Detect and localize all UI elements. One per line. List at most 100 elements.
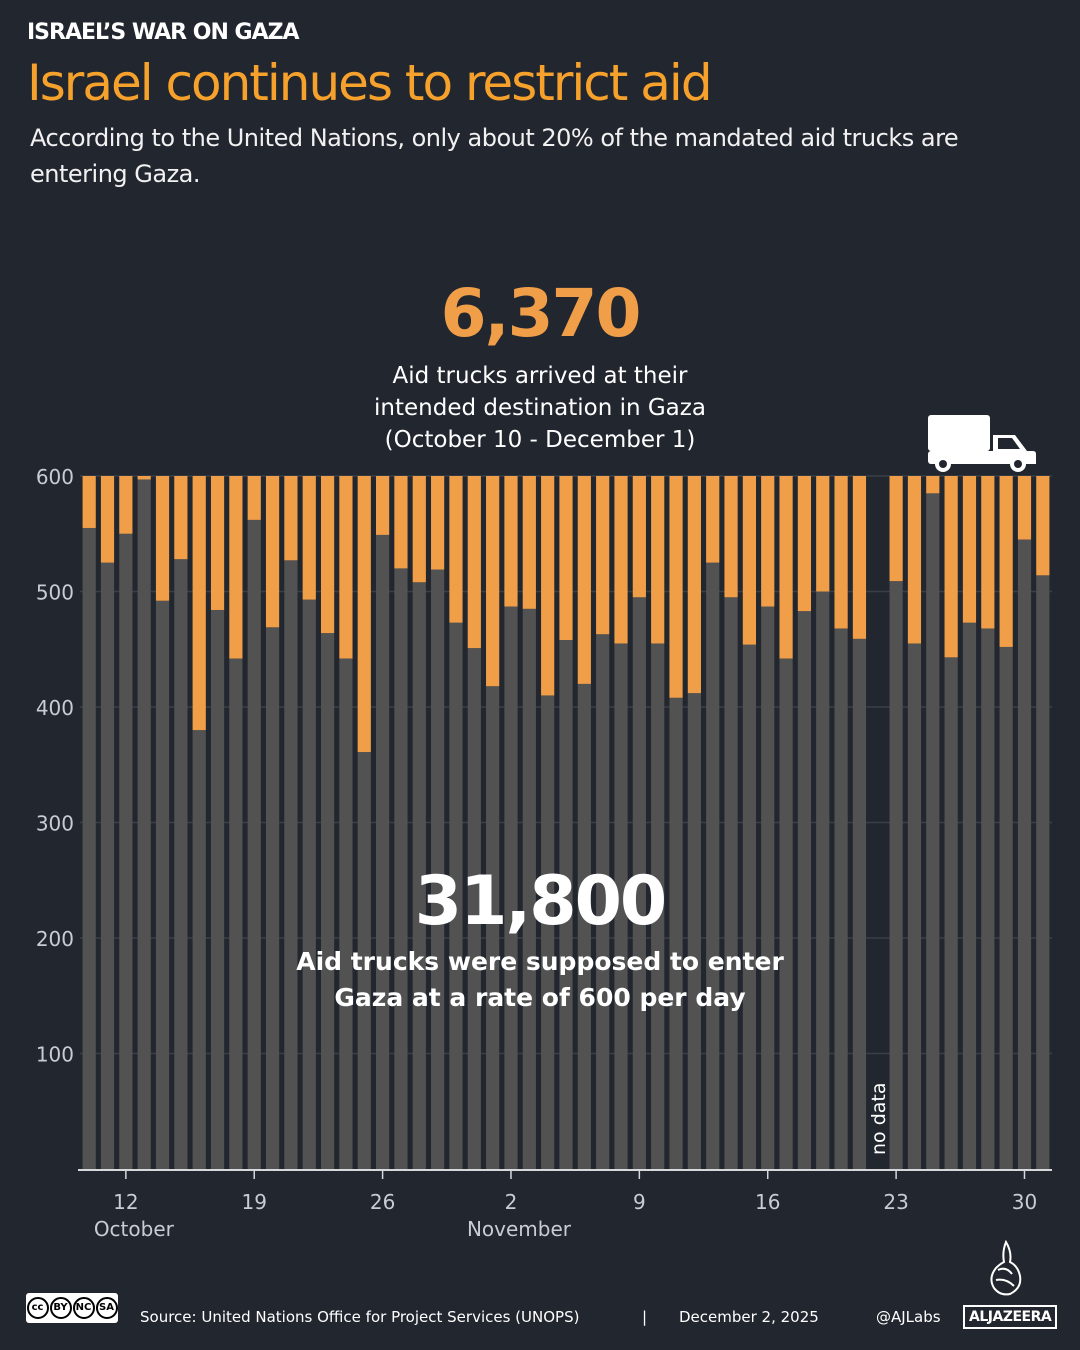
creative-commons-badge: cc BY NC SA [26, 1293, 118, 1323]
social-handle: @AJLabs [876, 1308, 941, 1326]
y-tick-label: 400 [36, 696, 74, 720]
bar-shortfall [632, 476, 646, 598]
bar-arrived [816, 591, 830, 1169]
arrived-total: 6,370 [440, 275, 642, 352]
bar-shortfall [852, 476, 867, 639]
bar-arrived [284, 560, 298, 1169]
bar-arrived [1036, 575, 1050, 1169]
bar-arrived [632, 597, 646, 1169]
bar-shortfall [357, 476, 371, 753]
bar-shortfall [265, 476, 280, 628]
y-axis: 100 200 300 400 500 600 [36, 465, 74, 1067]
bar-shortfall [486, 476, 500, 687]
bar-arrived [412, 582, 426, 1169]
arrived-caption-line: (October 10 - December 1) [384, 427, 696, 453]
cc-sa-icon: SA [95, 1297, 118, 1319]
subtitle: According to the United Nations, only ab… [30, 124, 959, 188]
bar-arrived [100, 562, 115, 1169]
x-tick-label: 26 [370, 1190, 395, 1214]
bar-shortfall [431, 476, 445, 570]
bar-arrived [779, 658, 793, 1169]
bar-shortfall [504, 476, 518, 607]
bar-shortfall [467, 476, 481, 649]
bar-shortfall [687, 476, 701, 694]
bar-arrived [687, 693, 701, 1169]
x-tick-label: 23 [883, 1190, 908, 1214]
bar-shortfall [944, 476, 958, 658]
bar-shortfall [559, 476, 573, 641]
bar-shortfall [320, 476, 335, 634]
cc-icon: cc [26, 1297, 49, 1319]
bar-arrived [926, 493, 940, 1169]
x-tick-label: 2 [505, 1190, 518, 1214]
y-tick-label: 600 [36, 465, 74, 489]
bar-arrived [247, 519, 261, 1169]
bar-shortfall [394, 476, 408, 569]
cc-by-icon: BY [49, 1297, 72, 1319]
bar-shortfall [522, 476, 536, 609]
bar-arrived [907, 643, 922, 1169]
bar-shortfall [889, 476, 903, 582]
y-tick-label: 500 [36, 581, 74, 605]
source-note: Source: United Nations Office for Projec… [140, 1308, 580, 1326]
publish-date: December 2, 2025 [679, 1308, 819, 1326]
bar-arrived [486, 686, 500, 1169]
bar-arrived [706, 562, 720, 1169]
bar-shortfall [962, 476, 977, 623]
bar-shortfall [449, 476, 463, 623]
bar-arrived [229, 658, 243, 1169]
bar-shortfall [302, 476, 316, 600]
page-title: Israel continues to restrict aid [27, 54, 713, 112]
bar-arrived [394, 568, 408, 1169]
bar-arrived [944, 657, 958, 1169]
bar-shortfall [284, 476, 298, 561]
bar-arrived [596, 634, 610, 1169]
bar-shortfall [651, 476, 665, 644]
bar-shortfall [229, 476, 243, 659]
bar-arrived [724, 597, 738, 1169]
bar-shortfall [1036, 476, 1050, 576]
bars: no data [82, 476, 1050, 1170]
bar-arrived [852, 638, 867, 1169]
bar-arrived [669, 697, 683, 1169]
bar-arrived [889, 581, 903, 1169]
bar-shortfall [210, 476, 225, 610]
bar-arrived [559, 640, 573, 1169]
bar-shortfall [1017, 476, 1032, 540]
bar-shortfall [174, 476, 188, 560]
bar-shortfall [155, 476, 170, 601]
bar-arrived [339, 658, 353, 1169]
truck-icon [928, 415, 1036, 472]
x-axis: 12 October 19 26 2 November 9 16 23 30 [78, 1169, 1052, 1241]
bar-shortfall [596, 476, 610, 635]
bar-shortfall [412, 476, 426, 583]
x-tick-label: 16 [755, 1190, 780, 1214]
bar-shortfall [816, 476, 830, 592]
bar-shortfall [614, 476, 628, 644]
bar-arrived [797, 611, 812, 1169]
aljazeera-logo-icon [990, 1240, 1022, 1296]
bar-arrived [999, 646, 1013, 1169]
bar-arrived [651, 643, 665, 1169]
bar-shortfall [706, 476, 720, 563]
y-tick-label: 100 [36, 1043, 74, 1067]
bar-arrived [742, 644, 756, 1169]
bar-shortfall [779, 476, 793, 659]
bar-shortfall [541, 476, 555, 696]
bar-arrived [320, 633, 335, 1169]
x-tick-label: 19 [241, 1190, 266, 1214]
bar-arrived [962, 622, 977, 1169]
bar-shortfall [577, 476, 591, 684]
bar-shortfall [137, 476, 151, 480]
mandated-total: 31,800 [414, 862, 667, 941]
month-label: October [94, 1217, 175, 1241]
bar-shortfall [797, 476, 812, 612]
x-tick-label: 9 [633, 1190, 646, 1214]
mandated-caption-line: Gaza at a rate of 600 per day [334, 983, 746, 1012]
bar-shortfall [834, 476, 848, 629]
bar-arrived [467, 648, 481, 1169]
bar-arrived [174, 559, 188, 1169]
bar-arrived [376, 534, 390, 1169]
bar-shortfall [981, 476, 995, 629]
